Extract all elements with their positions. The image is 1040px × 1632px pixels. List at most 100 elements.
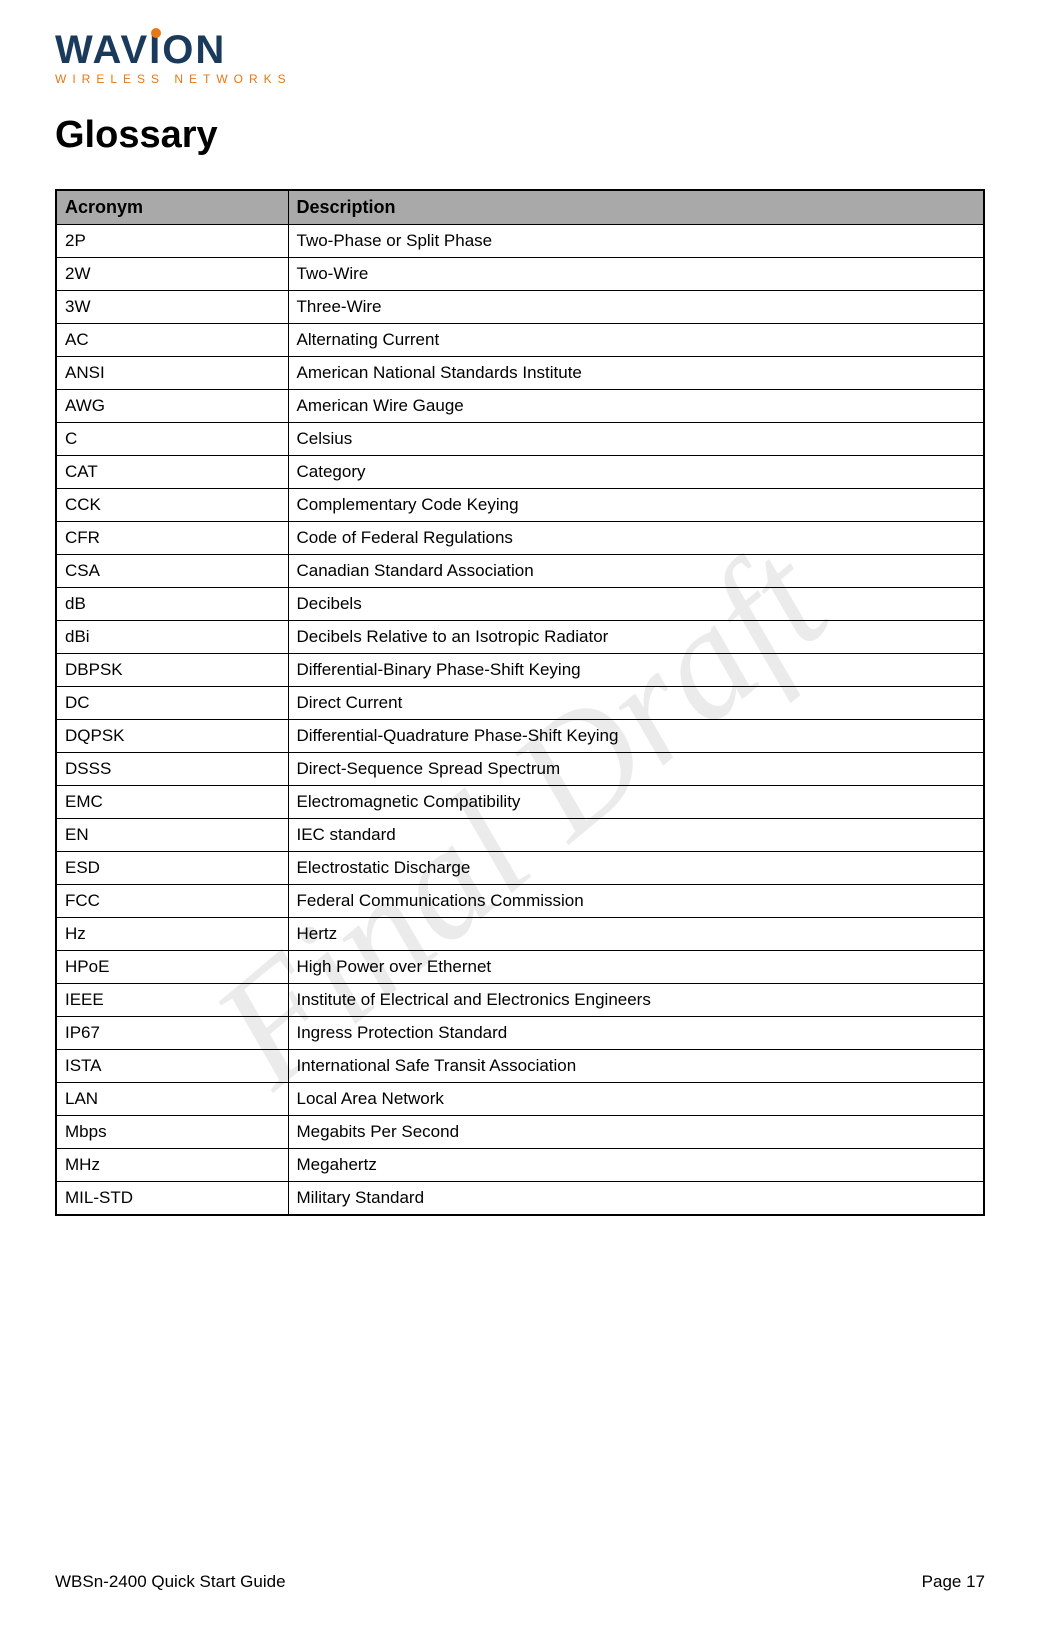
table-row: IEEEInstitute of Electrical and Electron… <box>56 984 984 1017</box>
table-row: CATCategory <box>56 456 984 489</box>
page-footer: WBSn-2400 Quick Start Guide Page 17 <box>55 1572 985 1592</box>
table-row: FCCFederal Communications Commission <box>56 885 984 918</box>
table-row: 2WTwo-Wire <box>56 258 984 291</box>
cell-description: Two-Wire <box>288 258 984 291</box>
cell-acronym: 2W <box>56 258 288 291</box>
cell-description: Ingress Protection Standard <box>288 1017 984 1050</box>
table-row: CFRCode of Federal Regulations <box>56 522 984 555</box>
cell-acronym: MHz <box>56 1149 288 1182</box>
table-row: LANLocal Area Network <box>56 1083 984 1116</box>
table-row: dBiDecibels Relative to an Isotropic Rad… <box>56 621 984 654</box>
cell-acronym: ANSI <box>56 357 288 390</box>
cell-acronym: C <box>56 423 288 456</box>
cell-description: Celsius <box>288 423 984 456</box>
cell-acronym: 2P <box>56 225 288 258</box>
cell-acronym: HPoE <box>56 951 288 984</box>
cell-acronym: dB <box>56 588 288 621</box>
cell-acronym: ESD <box>56 852 288 885</box>
cell-description: Three-Wire <box>288 291 984 324</box>
cell-acronym: Hz <box>56 918 288 951</box>
cell-acronym: IEEE <box>56 984 288 1017</box>
cell-acronym: dBi <box>56 621 288 654</box>
cell-description: Differential-Binary Phase-Shift Keying <box>288 654 984 687</box>
cell-description: Megahertz <box>288 1149 984 1182</box>
cell-acronym: CSA <box>56 555 288 588</box>
table-row: HPoEHigh Power over Ethernet <box>56 951 984 984</box>
cell-description: International Safe Transit Association <box>288 1050 984 1083</box>
table-row: CSACanadian Standard Association <box>56 555 984 588</box>
cell-acronym: DC <box>56 687 288 720</box>
page-content: WAVION WIRELESS NETWORKS Glossary Acrony… <box>55 30 985 1216</box>
table-row: IP67Ingress Protection Standard <box>56 1017 984 1050</box>
cell-description: Two-Phase or Split Phase <box>288 225 984 258</box>
cell-description: Alternating Current <box>288 324 984 357</box>
cell-acronym: ISTA <box>56 1050 288 1083</box>
cell-acronym: CAT <box>56 456 288 489</box>
cell-description: Megabits Per Second <box>288 1116 984 1149</box>
table-row: ISTAInternational Safe Transit Associati… <box>56 1050 984 1083</box>
cell-description: American National Standards Institute <box>288 357 984 390</box>
glossary-table: Acronym Description 2PTwo-Phase or Split… <box>55 189 985 1216</box>
cell-acronym: Mbps <box>56 1116 288 1149</box>
cell-acronym: EMC <box>56 786 288 819</box>
table-row: ANSIAmerican National Standards Institut… <box>56 357 984 390</box>
cell-description: Military Standard <box>288 1182 984 1216</box>
table-row: MHzMegahertz <box>56 1149 984 1182</box>
cell-description: Direct Current <box>288 687 984 720</box>
cell-acronym: CCK <box>56 489 288 522</box>
cell-description: Federal Communications Commission <box>288 885 984 918</box>
table-row: CCKComplementary Code Keying <box>56 489 984 522</box>
table-header-row: Acronym Description <box>56 190 984 225</box>
cell-acronym: 3W <box>56 291 288 324</box>
cell-acronym: DQPSK <box>56 720 288 753</box>
footer-left: WBSn-2400 Quick Start Guide <box>55 1572 286 1592</box>
table-row: DSSSDirect-Sequence Spread Spectrum <box>56 753 984 786</box>
cell-description: Decibels Relative to an Isotropic Radiat… <box>288 621 984 654</box>
table-row: 2PTwo-Phase or Split Phase <box>56 225 984 258</box>
cell-description: Electrostatic Discharge <box>288 852 984 885</box>
cell-description: Electromagnetic Compatibility <box>288 786 984 819</box>
table-row: MIL-STDMilitary Standard <box>56 1182 984 1216</box>
table-row: ACAlternating Current <box>56 324 984 357</box>
table-row: 3WThree-Wire <box>56 291 984 324</box>
header-description: Description <box>288 190 984 225</box>
cell-description: Complementary Code Keying <box>288 489 984 522</box>
logo-block: WAVION WIRELESS NETWORKS <box>55 30 985 86</box>
cell-acronym: MIL-STD <box>56 1182 288 1216</box>
cell-description: High Power over Ethernet <box>288 951 984 984</box>
cell-acronym: CFR <box>56 522 288 555</box>
cell-description: Category <box>288 456 984 489</box>
cell-acronym: DSSS <box>56 753 288 786</box>
table-row: DBPSKDifferential-Binary Phase-Shift Key… <box>56 654 984 687</box>
table-row: ESDElectrostatic Discharge <box>56 852 984 885</box>
cell-acronym: LAN <box>56 1083 288 1116</box>
cell-acronym: AC <box>56 324 288 357</box>
cell-description: Canadian Standard Association <box>288 555 984 588</box>
header-acronym: Acronym <box>56 190 288 225</box>
table-row: DQPSKDifferential-Quadrature Phase-Shift… <box>56 720 984 753</box>
table-row: DCDirect Current <box>56 687 984 720</box>
table-row: dBDecibels <box>56 588 984 621</box>
cell-acronym: DBPSK <box>56 654 288 687</box>
cell-description: Differential-Quadrature Phase-Shift Keyi… <box>288 720 984 753</box>
table-row: AWGAmerican Wire Gauge <box>56 390 984 423</box>
cell-acronym: AWG <box>56 390 288 423</box>
table-row: EMCElectromagnetic Compatibility <box>56 786 984 819</box>
cell-acronym: FCC <box>56 885 288 918</box>
cell-description: Direct-Sequence Spread Spectrum <box>288 753 984 786</box>
cell-description: American Wire Gauge <box>288 390 984 423</box>
cell-acronym: IP67 <box>56 1017 288 1050</box>
logo-sub-text: WIRELESS NETWORKS <box>55 72 985 86</box>
page-title: Glossary <box>55 114 985 157</box>
logo-main-text: WAVION <box>55 30 985 70</box>
footer-right: Page 17 <box>922 1572 985 1592</box>
cell-description: Hertz <box>288 918 984 951</box>
table-row: ENIEC standard <box>56 819 984 852</box>
table-row: HzHertz <box>56 918 984 951</box>
cell-description: Code of Federal Regulations <box>288 522 984 555</box>
table-row: MbpsMegabits Per Second <box>56 1116 984 1149</box>
cell-acronym: EN <box>56 819 288 852</box>
cell-description: IEC standard <box>288 819 984 852</box>
table-row: CCelsius <box>56 423 984 456</box>
cell-description: Local Area Network <box>288 1083 984 1116</box>
